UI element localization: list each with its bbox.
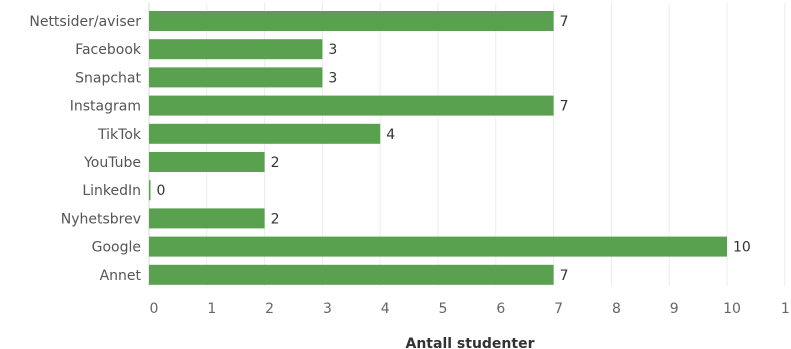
x-tick-label: 0 xyxy=(150,301,159,317)
bar xyxy=(149,180,151,201)
category-label: Instagram xyxy=(70,99,141,115)
category-label: TikTok xyxy=(97,127,142,143)
data-label: 7 xyxy=(560,99,569,115)
category-label: Annet xyxy=(100,268,142,284)
category-label: YouTube xyxy=(83,155,141,171)
data-label: 4 xyxy=(386,127,395,143)
x-tick-label: 8 xyxy=(612,301,621,317)
bar xyxy=(149,264,554,285)
x-axis-title: Antall studenter xyxy=(406,336,535,349)
bar xyxy=(149,67,323,88)
value-labels: 7 3 3 7 4 2 0 2 10 7 xyxy=(157,14,751,284)
x-tick-label: 4 xyxy=(381,301,390,317)
bar xyxy=(149,208,265,229)
bar xyxy=(149,236,727,257)
data-label: 0 xyxy=(157,183,166,199)
data-label: 2 xyxy=(271,155,280,171)
bars xyxy=(149,11,727,285)
x-tick-label: 10 xyxy=(723,301,741,317)
x-tick-label: 7 xyxy=(554,301,563,317)
category-label: LinkedIn xyxy=(82,183,141,199)
bar xyxy=(149,152,265,172)
x-axis-ticks: 0 1 2 3 4 5 6 7 8 9 10 11 xyxy=(150,301,791,317)
data-label: 7 xyxy=(560,268,569,284)
data-label: 2 xyxy=(271,211,280,227)
bar xyxy=(149,39,323,60)
x-tick-label: 6 xyxy=(496,301,505,317)
bar xyxy=(149,11,554,31)
category-label: Nyhetsbrev xyxy=(61,211,141,227)
data-label: 3 xyxy=(328,42,337,58)
data-label: 10 xyxy=(733,240,751,256)
x-tick-label: 5 xyxy=(439,301,448,317)
x-tick-label: 3 xyxy=(323,301,332,317)
x-tick-label: 1 xyxy=(207,301,216,317)
category-label: Snapchat xyxy=(75,70,141,86)
category-label: Google xyxy=(92,240,141,256)
data-label: 3 xyxy=(328,70,337,86)
x-tick-label: 9 xyxy=(670,301,679,317)
category-labels: Nettsider/aviser Facebook Snapchat Instagra… xyxy=(29,14,142,284)
x-tick-label: 2 xyxy=(265,301,274,317)
data-label: 7 xyxy=(560,14,569,30)
x-tick-label: 11 xyxy=(781,301,791,317)
category-label: Nettsider/aviser xyxy=(29,14,141,30)
bar xyxy=(149,95,554,116)
bar xyxy=(149,123,381,144)
category-label: Facebook xyxy=(75,42,142,58)
